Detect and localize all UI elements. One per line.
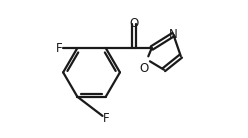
Text: F: F <box>56 42 62 55</box>
Text: O: O <box>139 62 149 75</box>
Text: F: F <box>102 112 109 125</box>
Text: N: N <box>169 28 178 41</box>
Text: O: O <box>129 17 139 30</box>
